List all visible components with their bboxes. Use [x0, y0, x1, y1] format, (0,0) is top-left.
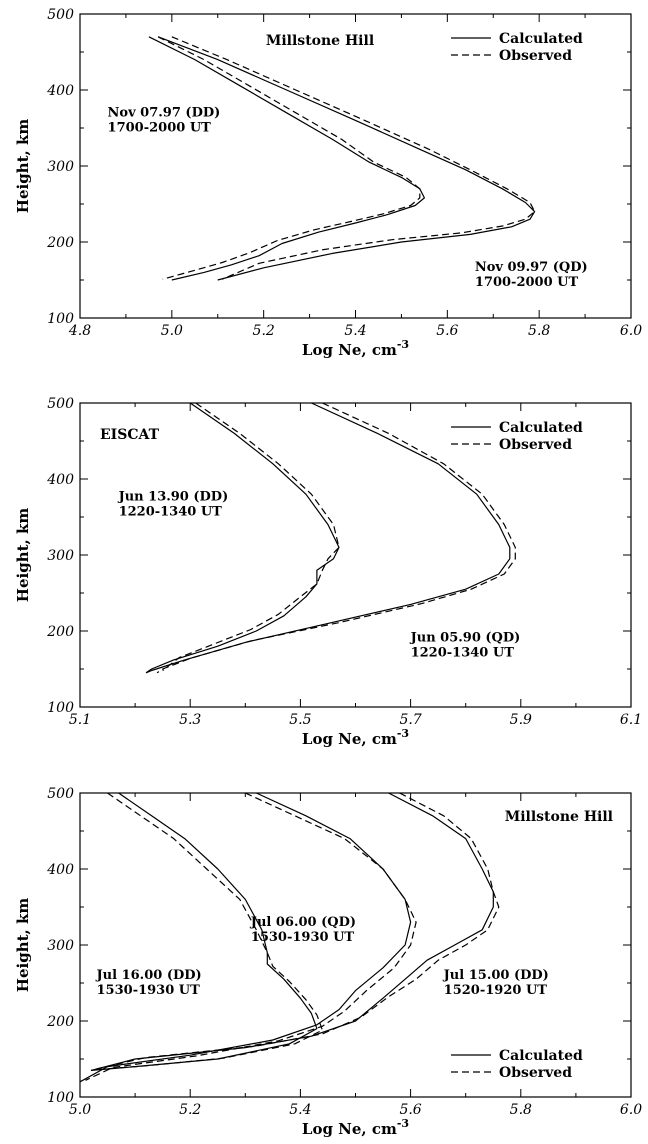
profile-annotation: Jun 13.90 (DD) [118, 489, 229, 504]
observed-profile-line [96, 792, 323, 1071]
legend-calculated-label: Calculated [499, 420, 583, 436]
calculated-profile-line [157, 36, 536, 281]
legend-observed-label: Observed [499, 1065, 572, 1081]
observed-profile-line [157, 36, 421, 280]
x-tick-label: 5.5 [289, 712, 311, 728]
profile-annotation: 1530-1930 UT [97, 983, 201, 998]
profile-annotation: 1220-1340 UT [411, 646, 515, 661]
legend-observed-label: Observed [499, 437, 572, 453]
y-tick-label: 300 [47, 159, 74, 175]
chart-panel-2: 5.1 5.3 5.5 5.7 5.9 6.1 100 200 300 400 500 Log Ne,… [14, 396, 642, 748]
y-tick-label: 300 [47, 938, 74, 954]
y-axis-label: Height, km [14, 508, 32, 603]
profile-annotation: 1220-1340 UT [119, 504, 223, 519]
x-tick-label: 5.3 [179, 712, 201, 728]
calculated-profile-line [148, 36, 425, 281]
observed-profile-line [85, 792, 417, 1081]
x-tick-label: 4.8 [68, 323, 91, 339]
observed-profile-line [96, 792, 500, 1070]
profile-annotation: Jul 15.00 (DD) [443, 968, 549, 983]
x-tick-label: 5.9 [510, 712, 532, 728]
legend-observed-label: Observed [499, 48, 572, 64]
observed-profile-line [156, 402, 516, 674]
x-tick-label: 5.0 [69, 1102, 91, 1118]
x-tick-label: 5.4 [289, 1102, 311, 1118]
y-axis-label: Height, km [14, 898, 32, 993]
profile-annotation: 1700-2000 UT [475, 275, 579, 290]
x-axis-label: Log Ne, cm-3 [302, 338, 409, 359]
y-axis-label: Height, km [14, 119, 32, 214]
y-tick-label: 200 [46, 235, 74, 251]
profile-annotation: Nov 07.97 (DD) [108, 106, 221, 121]
profile-annotation: Nov 09.97 (QD) [475, 260, 588, 275]
y-tick-label: 500 [47, 786, 74, 802]
y-tick-label: 100 [47, 1090, 74, 1106]
x-tick-label: 5.1 [69, 712, 91, 728]
x-axis-label-text: Log Ne, cm [302, 730, 397, 748]
observed-profile-line [162, 402, 340, 671]
legend-calculated-label: Calculated [499, 1048, 583, 1064]
x-tick-label: 5.0 [161, 323, 183, 339]
x-tick-label: 5.8 [528, 323, 550, 339]
x-axis-label-text: Log Ne, cm [302, 341, 397, 359]
x-tick-label: 5.4 [344, 323, 366, 339]
x-axis-label-superscript: -3 [397, 1117, 409, 1130]
chart-panel-3: 5.0 5.2 5.4 5.6 5.8 6.0 100 200 300 400 500 Log Ne,… [14, 786, 642, 1138]
calculated-profile-line [79, 792, 412, 1083]
y-tick-label: 400 [46, 472, 74, 488]
x-axis-label-text: Log Ne, cm [302, 1120, 397, 1138]
x-tick-label: 6.1 [620, 712, 642, 728]
legend-calculated-label: Calculated [499, 31, 583, 47]
x-tick-label: 5.7 [399, 712, 421, 728]
chart-panel-1: 4.8 5.0 5.2 5.4 5.6 5.8 6.0 100 200 300 400 500 Log … [14, 7, 642, 359]
y-tick-label: 100 [47, 311, 74, 327]
y-tick-label: 500 [47, 396, 74, 412]
y-tick-label: 100 [47, 700, 74, 716]
x-tick-label: 5.8 [510, 1102, 532, 1118]
y-tick-label: 400 [46, 862, 74, 878]
x-axis-label-superscript: -3 [397, 338, 409, 351]
x-axis-label: Log Ne, cm-3 [302, 1117, 409, 1138]
x-tick-label: 5.2 [253, 323, 275, 339]
chart-title: EISCAT [100, 427, 160, 443]
profile-annotation: 1520-1920 UT [444, 983, 548, 998]
y-tick-label: 200 [46, 1014, 74, 1030]
y-tick-label: 500 [47, 7, 74, 23]
x-tick-label: 5.2 [179, 1102, 201, 1118]
calculated-profile-line [145, 402, 340, 674]
chart-title: Millstone Hill [505, 809, 613, 825]
x-tick-label: 6.0 [620, 323, 642, 339]
calculated-profile-line [90, 792, 494, 1071]
profile-annotation: Jul 06.00 (QD) [250, 915, 356, 930]
x-tick-label: 5.6 [436, 323, 458, 339]
chart-title: Millstone Hill [266, 33, 374, 49]
x-axis-label-superscript: -3 [397, 727, 409, 740]
profile-annotation: Jul 16.00 (DD) [96, 968, 202, 983]
y-tick-label: 400 [46, 83, 74, 99]
observed-profile-line [171, 36, 536, 280]
x-tick-label: 5.6 [399, 1102, 421, 1118]
x-axis-label: Log Ne, cm-3 [302, 727, 409, 748]
calculated-profile-line [90, 792, 318, 1071]
profile-annotation: 1530-1930 UT [251, 930, 355, 945]
y-tick-label: 300 [47, 548, 74, 564]
y-tick-label: 200 [46, 624, 74, 640]
profile-annotation: 1700-2000 UT [108, 121, 212, 136]
profile-annotation: Jun 05.90 (QD) [410, 631, 521, 646]
x-tick-label: 6.0 [620, 1102, 642, 1118]
